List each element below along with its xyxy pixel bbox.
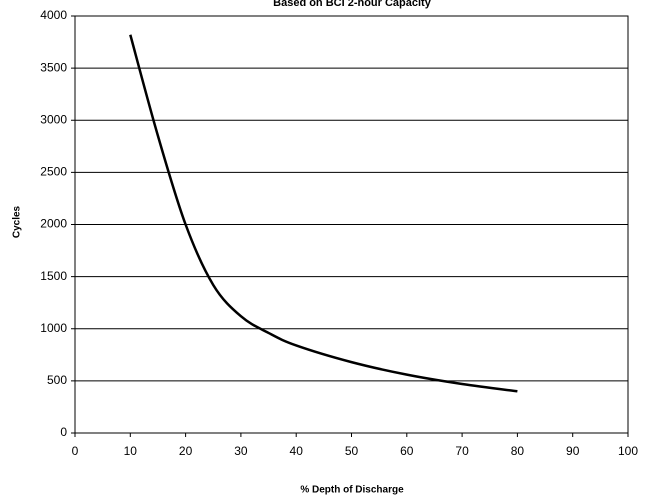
y-tick-label: 2500 bbox=[40, 165, 67, 179]
x-tick-label: 80 bbox=[511, 444, 525, 458]
y-tick-label: 500 bbox=[47, 373, 67, 387]
y-tick-label: 3000 bbox=[40, 112, 67, 126]
x-tick-label: 70 bbox=[455, 444, 469, 458]
x-tick-label: 0 bbox=[72, 444, 79, 458]
chart-subtitle: Based on BCI 2-hour Capacity bbox=[273, 0, 432, 9]
x-tick-label: 30 bbox=[234, 444, 248, 458]
x-tick-label: 90 bbox=[566, 444, 580, 458]
x-tick-label: 20 bbox=[179, 444, 193, 458]
y-tick-label: 2000 bbox=[40, 217, 67, 231]
series-line bbox=[129, 34, 518, 393]
x-tick-label: 60 bbox=[400, 444, 414, 458]
y-tick-label: 3500 bbox=[40, 60, 67, 74]
y-tick-label: 1500 bbox=[40, 269, 67, 283]
y-tick-label: 0 bbox=[60, 425, 67, 439]
x-tick-label: 40 bbox=[290, 444, 304, 458]
x-tick-label: 10 bbox=[124, 444, 138, 458]
x-tick-label: 50 bbox=[345, 444, 359, 458]
y-tick-label: 1000 bbox=[40, 321, 67, 335]
y-axis-label: Cycles bbox=[12, 205, 23, 238]
x-axis-label: % Depth of Discharge bbox=[300, 485, 404, 496]
x-tick-label: 100 bbox=[618, 444, 638, 458]
y-tick-label: 4000 bbox=[40, 8, 67, 22]
